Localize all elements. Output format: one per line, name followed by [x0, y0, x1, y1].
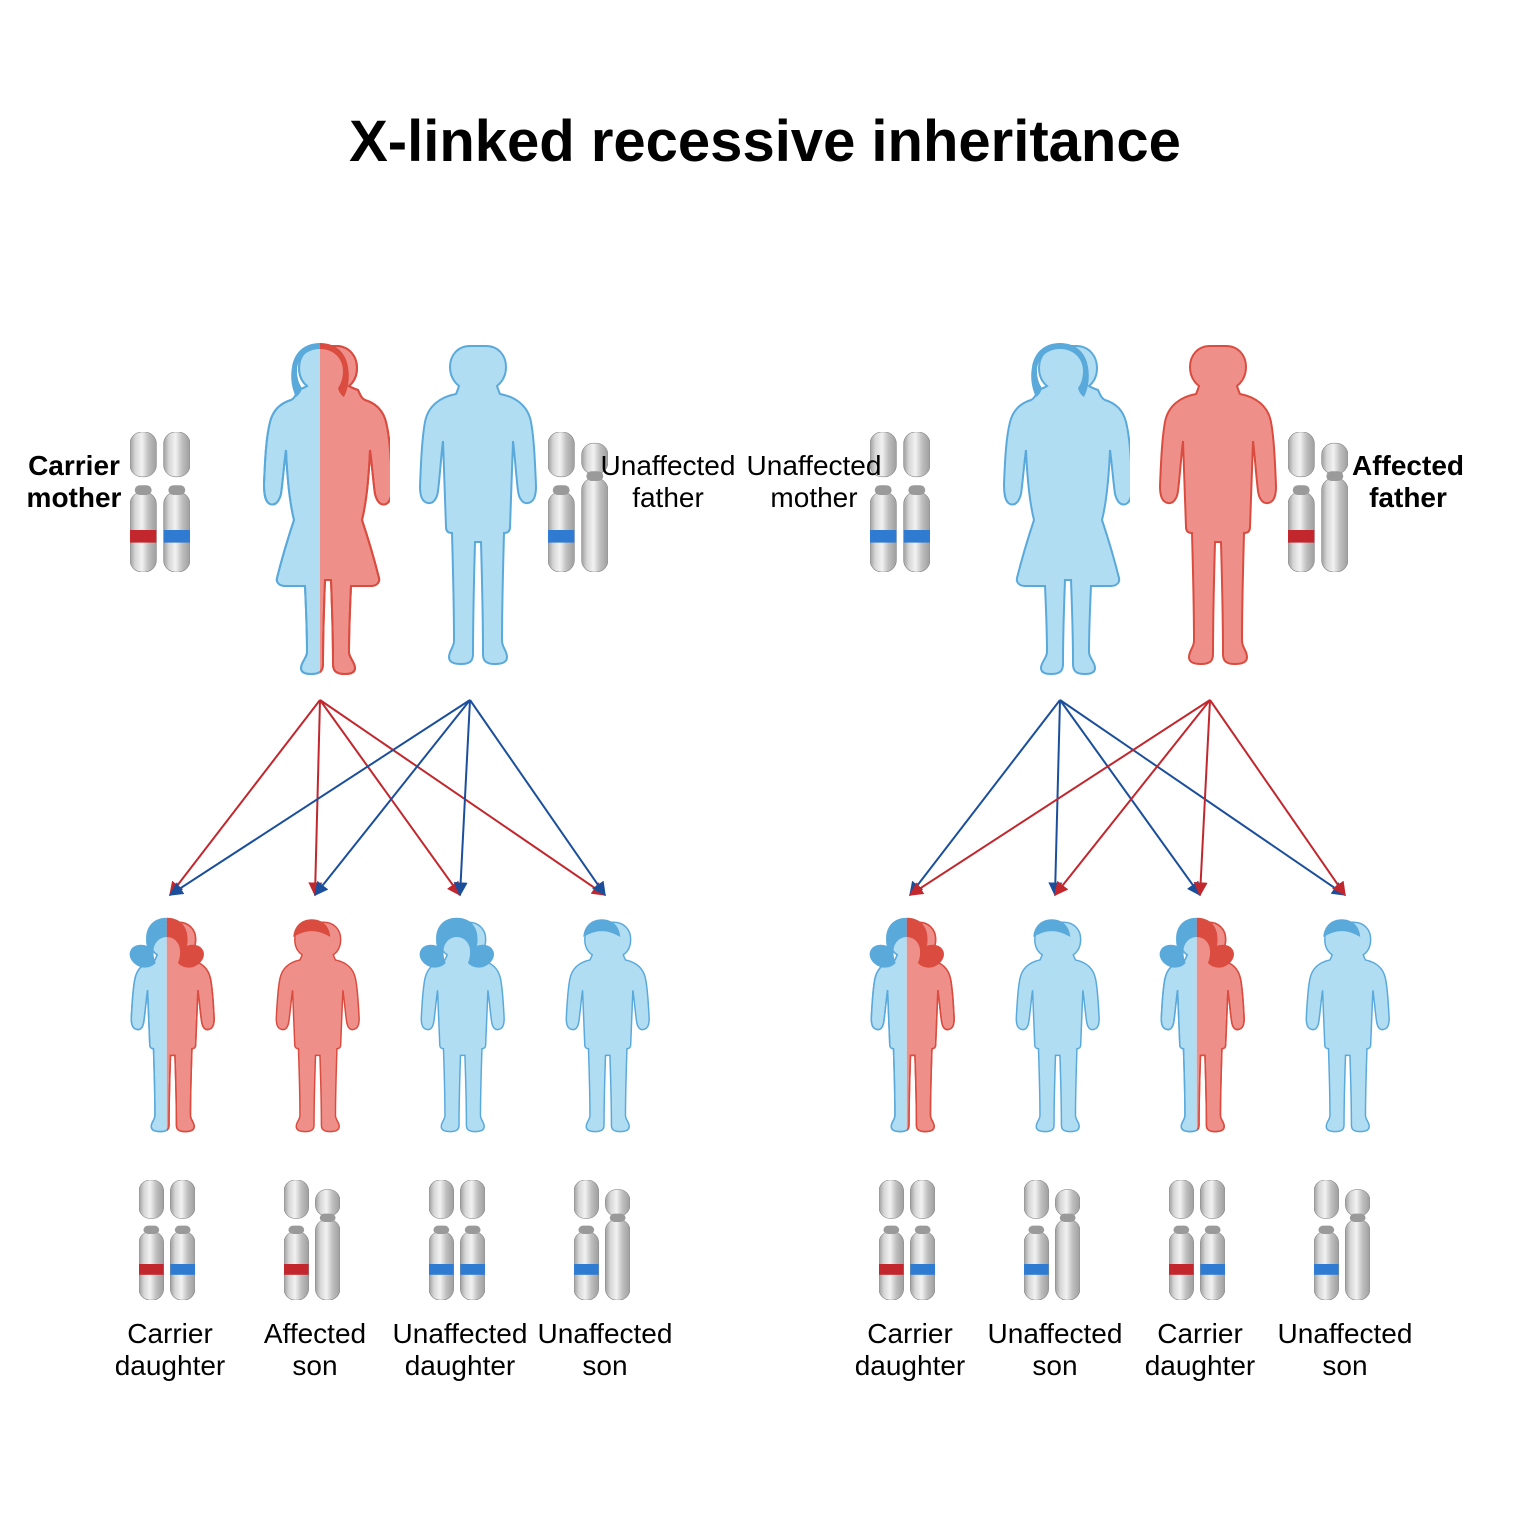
child-right-1-label: Unaffected son [975, 1318, 1135, 1382]
child-right-0-label: Carrier daughter [830, 1318, 990, 1382]
parent-right-1-label: Affected father [1328, 450, 1488, 514]
child-right-1-chromosomes [1024, 1180, 1080, 1300]
inheritance-arrows-right [0, 0, 1530, 1536]
child-right-3-label: Unaffected son [1265, 1318, 1425, 1382]
child-right-2-label: Carrier daughter [1120, 1318, 1280, 1382]
parent-right-1-figure [1140, 340, 1280, 680]
parent-right-0-figure [990, 340, 1130, 680]
child-right-1-figure [1000, 900, 1104, 1152]
child-right-0-chromosomes [879, 1180, 935, 1300]
parent-right-0-label: Unaffected mother [734, 450, 894, 514]
child-right-3-chromosomes [1314, 1180, 1370, 1300]
child-right-0-figure [855, 900, 959, 1152]
diagram-canvas: { "title": { "text": "X-linked recessive… [0, 0, 1530, 1536]
child-right-2-figure [1145, 900, 1249, 1152]
child-right-3-figure [1290, 900, 1394, 1152]
child-right-2-chromosomes [1169, 1180, 1225, 1300]
